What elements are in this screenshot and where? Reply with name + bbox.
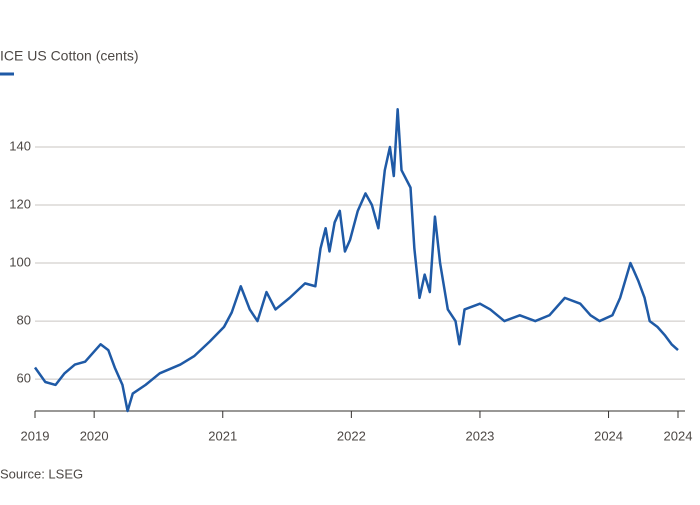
y-tick-label: 120 [9,196,31,211]
x-tick-label: 2024 [594,428,623,443]
y-tick-label: 100 [9,254,31,269]
source: Source: LSEG [0,466,83,481]
x-tick-label: 2023 [465,428,494,443]
y-tick-label: 80 [17,313,31,328]
legend-label: ICE US Cotton (cents) [0,48,139,64]
x-tick-label: 2021 [208,428,237,443]
line [33,108,679,413]
y-tick-label: 140 [9,138,31,153]
x-tick-label: 2020 [80,428,109,443]
x-tick-label: 2019 [21,428,50,443]
x-tick-label: 2022 [337,428,366,443]
y-tick-label: 60 [17,371,31,386]
x-tick-label: 2024 [664,428,693,443]
